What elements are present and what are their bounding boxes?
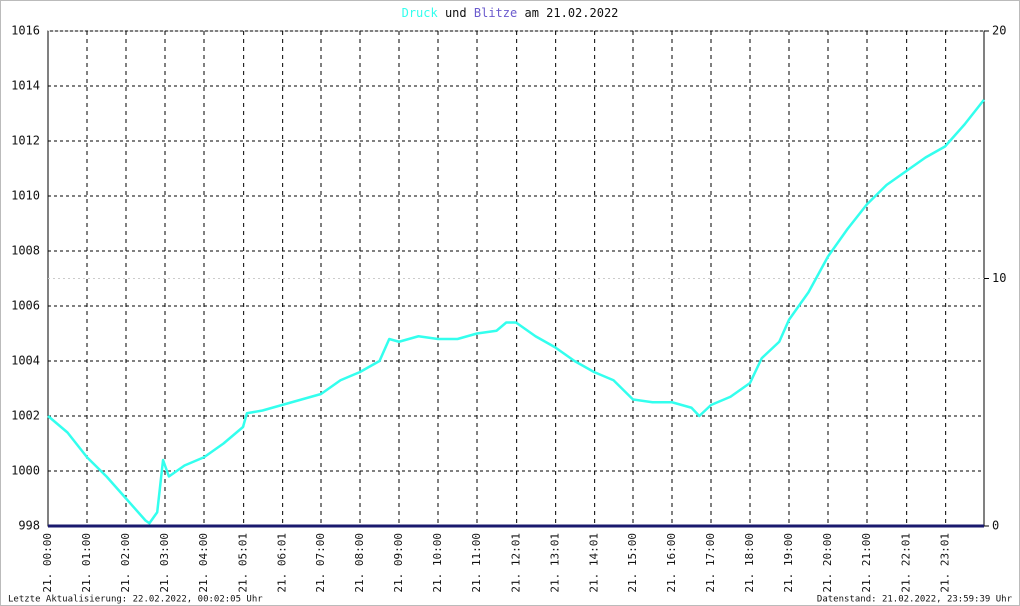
y2-tick-label: 20	[992, 24, 1006, 38]
x-tick-label: 21. 06:01	[276, 533, 289, 593]
x-tick-label: 21. 08:00	[353, 533, 366, 593]
x-tick-label: 21. 15:00	[626, 533, 639, 593]
x-tick-label: 21. 10:00	[431, 533, 444, 593]
title-series: Blitze	[474, 6, 517, 20]
y-tick-label: 1010	[11, 189, 40, 203]
series-line	[47, 98, 985, 525]
title-series: Druck	[402, 6, 439, 20]
x-tick-label: 21. 17:00	[704, 533, 717, 593]
y2-tick-label: 10	[992, 271, 1006, 285]
y-tick-label: 1014	[11, 79, 40, 93]
footer-left: Letzte Aktualisierung: 22.02.2022, 00:02…	[8, 595, 263, 605]
y-tick-label: 1006	[11, 299, 40, 313]
x-tick-label: 21. 04:00	[197, 533, 210, 593]
x-tick-label: 21. 19:00	[782, 533, 795, 593]
x-tick-label: 21. 03:00	[158, 533, 171, 593]
x-tick-label: 21. 09:00	[392, 533, 405, 593]
y-tick-label: 998	[18, 519, 40, 533]
x-tick-label: 21. 02:00	[119, 533, 132, 593]
x-tick-label: 21. 05:01	[237, 533, 250, 593]
y2-tick-label: 0	[992, 519, 999, 533]
x-tick-label: 21. 21:00	[860, 533, 873, 593]
x-tick-label: 21. 14:01	[588, 533, 601, 593]
x-tick-label: 21. 01:00	[80, 533, 93, 593]
title-part: am 21.02.2022	[524, 6, 618, 20]
y-tick-label: 1002	[11, 409, 40, 423]
title-part: und	[445, 6, 467, 20]
chart-title: Druck und Blitze am 21.02.2022	[402, 6, 619, 20]
x-tick-label: 21. 18:00	[743, 533, 756, 593]
y-tick-label: 1008	[11, 244, 40, 258]
x-tick-label: 21. 23:01	[939, 533, 952, 593]
x-tick-label: 21. 20:00	[821, 533, 834, 593]
y-tick-label: 1016	[11, 24, 40, 38]
x-tick-label: 21. 13:01	[549, 533, 562, 593]
x-tick-label: 21. 22:01	[900, 533, 913, 593]
x-tick-label: 21. 11:00	[470, 533, 483, 593]
y-tick-label: 1012	[11, 134, 40, 148]
x-tick-label: 21. 00:00	[41, 533, 54, 593]
x-tick-label: 21. 12:01	[510, 533, 523, 593]
y-tick-label: 1000	[11, 464, 40, 478]
y-tick-label: 1004	[11, 354, 40, 368]
footer-right: Datenstand: 21.02.2022, 23:59:39 Uhr	[817, 595, 1013, 605]
x-tick-label: 21. 16:00	[665, 533, 678, 593]
x-tick-label: 21. 07:00	[314, 533, 327, 593]
